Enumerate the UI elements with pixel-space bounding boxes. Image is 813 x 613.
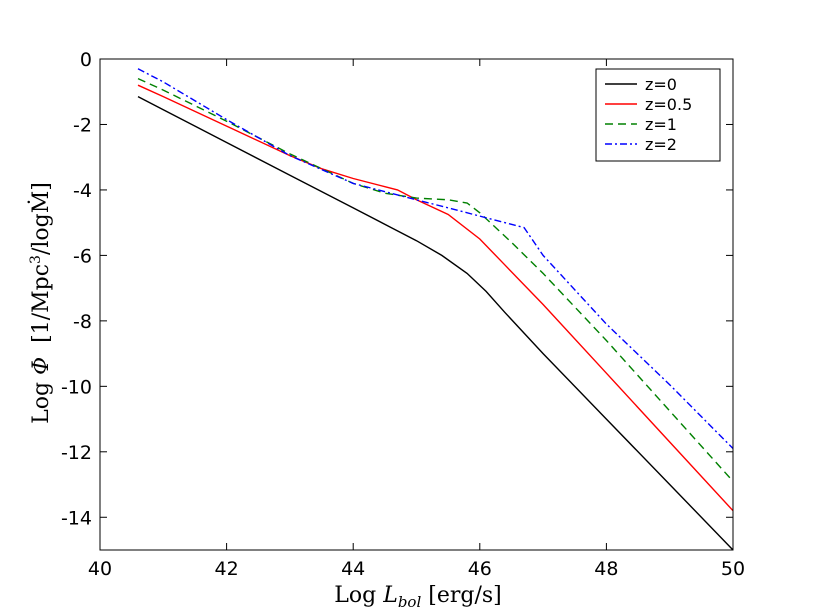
y-axis-title-superscript: 3 <box>28 255 44 264</box>
y-tick-label: -4 <box>73 180 92 202</box>
y-axis-title-prefix: Log <box>29 375 54 424</box>
legend-label-0: z=0 <box>645 75 677 94</box>
legend-label-2: z=1 <box>645 115 677 134</box>
x-axis-title-subscript: bol <box>398 593 422 611</box>
tick-labels-layer: 40 42 44 46 48 50 0 -2 -4 -6 -8 -10 -12 -14 <box>61 49 745 580</box>
series-layer <box>137 68 734 551</box>
x-axis-title: Log Lbol [erg/s] <box>334 583 501 611</box>
y-axis-title-symbol: Φ <box>29 357 54 375</box>
x-tick-label: 44 <box>341 558 365 580</box>
y-tick-label: -14 <box>61 507 92 529</box>
series-line-0 <box>137 95 734 551</box>
x-tick-label: 46 <box>468 558 492 580</box>
x-tick-label: 40 <box>88 558 112 580</box>
legend-label-1: z=0.5 <box>645 95 692 114</box>
x-axis-title-prefix: Log <box>334 583 383 608</box>
legend-label-3: z=2 <box>645 135 677 154</box>
x-tick-label: 42 <box>215 558 239 580</box>
series-line-1 <box>137 84 734 512</box>
y-axis-title: Log Φ [1/Mpc3/logṀ] <box>27 182 54 424</box>
ticks-layer <box>99 58 734 550</box>
y-tick-label: -8 <box>73 311 92 333</box>
y-axis-title-unit: [1/Mpc <box>29 264 54 357</box>
y-tick-label: -12 <box>61 442 92 464</box>
x-axis-title-unit: [erg/s] <box>421 583 501 608</box>
x-tick-label: 48 <box>594 558 618 580</box>
y-axis-title-unit-end: /logṀ] <box>27 182 54 255</box>
plot-frame <box>99 58 734 551</box>
y-tick-label: -6 <box>73 245 92 267</box>
y-tick-label: 0 <box>80 49 92 71</box>
y-tick-label: -2 <box>73 114 92 136</box>
y-tick-label: -10 <box>61 376 92 398</box>
legend: z=0z=0.5z=1z=2 <box>595 68 721 162</box>
x-tick-label: 50 <box>721 558 745 580</box>
x-axis-title-symbol: L <box>382 583 398 608</box>
